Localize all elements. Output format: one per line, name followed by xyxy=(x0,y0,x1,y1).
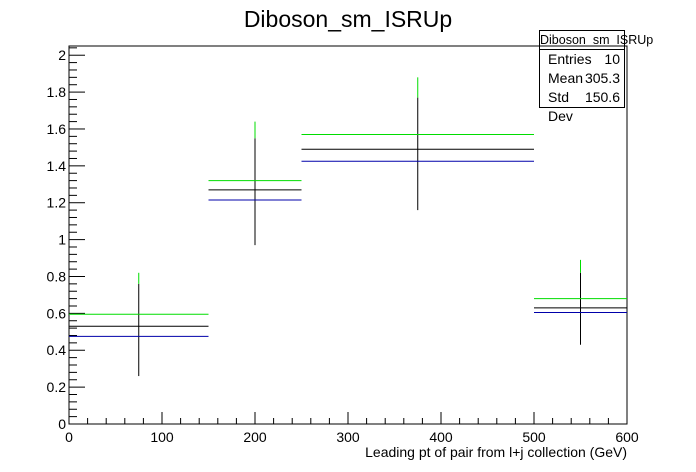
stats-row-entries: Entries 10 xyxy=(540,50,624,69)
x-tick-label: 300 xyxy=(336,429,360,445)
y-tick-label: 0.6 xyxy=(47,305,67,321)
x-tick-label: 100 xyxy=(150,429,174,445)
x-axis-title: Leading pt of pair from l+j collection (… xyxy=(365,444,627,460)
stats-value: 150.6 xyxy=(584,89,620,105)
y-tick-label: 1.8 xyxy=(47,84,67,100)
stats-box: Diboson_sm_ISRUp Entries 10 Mean 305.3 S… xyxy=(539,30,653,124)
y-tick-label: 0.2 xyxy=(47,379,67,395)
y-tick-label: 0.4 xyxy=(47,342,67,358)
chart-title: Diboson_sm_ISRUp xyxy=(243,6,453,32)
y-tick-label: 1 xyxy=(58,232,66,248)
y-tick-label: 1.2 xyxy=(47,195,67,211)
x-tick-label: 500 xyxy=(522,429,546,445)
y-tick-label: 2 xyxy=(58,47,66,63)
plot-frame xyxy=(68,45,628,425)
x-tick-label: 400 xyxy=(429,429,453,445)
stats-value: 10 xyxy=(604,51,620,67)
y-tick-label: 1.4 xyxy=(47,158,67,174)
x-tick-label: 600 xyxy=(615,429,639,445)
stats-value: 305.3 xyxy=(584,70,620,86)
stats-label: Mean xyxy=(548,70,584,86)
stats-row-mean: Mean 305.3 xyxy=(540,69,624,88)
stats-label: Entries xyxy=(548,51,592,67)
stats-row-stddev: Std Dev 150.6 xyxy=(540,88,624,124)
stats-label: Std Dev xyxy=(548,89,573,124)
y-tick-label: 1.6 xyxy=(47,121,67,137)
y-tick-label: 0.8 xyxy=(47,268,67,284)
y-tick-label: 0 xyxy=(58,416,66,432)
series-0 xyxy=(69,97,627,377)
x-tick-label: 200 xyxy=(243,429,267,445)
x-tick-label: 0 xyxy=(65,429,73,445)
series-1 xyxy=(69,77,627,315)
series-2 xyxy=(69,160,627,337)
